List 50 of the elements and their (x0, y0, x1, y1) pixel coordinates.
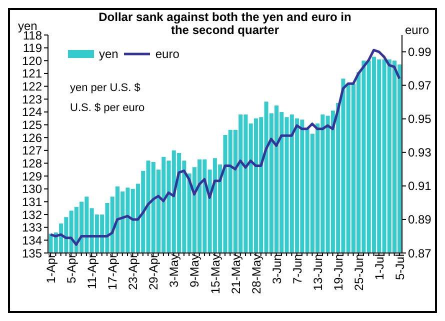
y-tick-label: 129 (22, 169, 42, 184)
y-tick-label: 131 (22, 194, 42, 209)
y-tick-label: 126 (22, 130, 42, 145)
y2-tick-label: 0.89 (408, 212, 432, 227)
y-tick-label: 130 (22, 182, 42, 196)
y-tick-label: 125 (22, 118, 42, 132)
annotation: U.S. $ per euro (70, 102, 145, 114)
legend-label: yen (99, 47, 118, 61)
y-tick-label: 124 (22, 105, 42, 120)
y2-axis-title: euro (404, 23, 429, 37)
line-series (49, 48, 401, 246)
y-tick-label: 119 (22, 41, 42, 56)
x-tick-label: 9-May (188, 254, 202, 288)
y-tick-label: 132 (22, 208, 42, 222)
x-tick-label: 23-Apr (126, 254, 140, 290)
x-tick-label: 19-Jun (331, 254, 346, 291)
y-tick-label: 127 (22, 144, 42, 158)
x-tick-label: 11-Apr (85, 254, 100, 290)
y-tick-label: 135 (22, 246, 42, 260)
x-tick-label: 29-Apr (146, 254, 161, 290)
x-tick-label: 15-May (208, 254, 222, 294)
x-tick-label: 7-Jun (290, 254, 304, 284)
x-tick-label: 25-Jun (352, 254, 366, 291)
y2-tick-label: 0.95 (408, 112, 432, 126)
y2-tick-label: 0.87 (408, 246, 432, 260)
y-axis-title: yen (18, 19, 38, 33)
x-tick-label: 3-Jun (270, 254, 284, 284)
y-tick-label: 120 (22, 54, 42, 68)
y2-tick-label: 0.91 (408, 179, 432, 194)
y2-tick-label: 0.99 (408, 45, 432, 60)
y-tick-label: 133 (22, 220, 42, 235)
annotation: yen per U.S. $ (70, 82, 140, 94)
chart-title: Dollar sank against both the yen and euro in the second quarter (98, 10, 352, 37)
y2-tick-label: 0.93 (408, 146, 432, 160)
y-tick-label: 128 (22, 156, 42, 170)
x-tick-label: 28-May (249, 254, 264, 294)
x-tick-label: 5-Apr (64, 254, 79, 284)
y-tick-label: 134 (22, 233, 42, 248)
x-tick-label: 13-Jun (310, 254, 325, 291)
x-tick-label: 17-Apr (106, 254, 120, 290)
legend-label: euro (155, 47, 180, 61)
x-tick-label: 3-May (167, 254, 182, 288)
x-tick-label: 21-May (228, 254, 243, 294)
x-tick-label: 5-Jul (392, 254, 407, 280)
x-tick-label: 1-Apr (44, 254, 58, 284)
y-tick-label: 121 (22, 66, 42, 81)
x-tick-label: 1-Jul (372, 254, 386, 280)
y2-tick-label: 0.97 (408, 78, 432, 93)
y-tick-label: 123 (22, 92, 42, 106)
y-tick-label: 122 (22, 80, 42, 94)
